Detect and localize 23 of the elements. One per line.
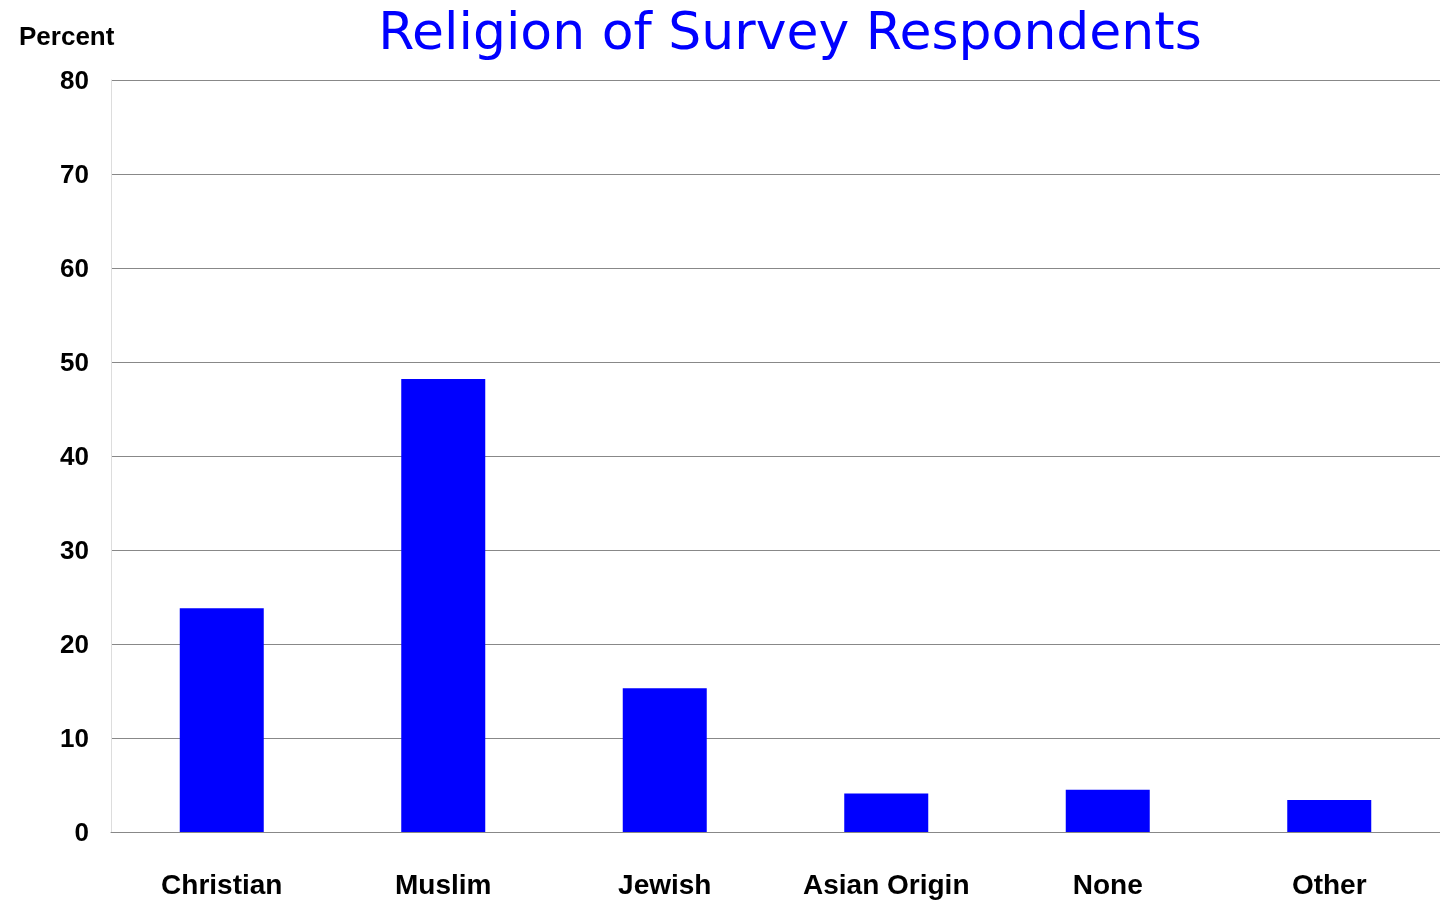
x-tick-label: Other <box>1291 868 1367 900</box>
bar <box>1065 789 1150 832</box>
y-tick-label: 70 <box>60 159 89 189</box>
y-tick-label: 50 <box>60 347 89 377</box>
y-tick-label: 30 <box>60 535 89 565</box>
x-tick-label: Christian <box>161 868 283 900</box>
y-tick-label: 40 <box>60 441 89 471</box>
y-tick-label: 80 <box>60 65 89 95</box>
y-tick-label: 0 <box>74 817 89 847</box>
y-tick-label: 10 <box>60 723 89 753</box>
y-axis-title: Percent <box>19 21 115 51</box>
x-tick-label: Muslim <box>395 868 492 900</box>
bar <box>1287 800 1372 832</box>
y-tick-label: 20 <box>60 629 89 659</box>
chart-title: Religion of Survey Respondents <box>378 1 1202 61</box>
y-tick-label: 60 <box>60 253 89 283</box>
x-tick-label: Asian Origin <box>803 868 970 900</box>
bar <box>401 378 486 832</box>
bar <box>179 608 264 832</box>
x-tick-label: None <box>1072 868 1143 900</box>
bar <box>622 688 707 832</box>
bar <box>844 793 929 832</box>
x-tick-label: Jewish <box>618 868 712 900</box>
